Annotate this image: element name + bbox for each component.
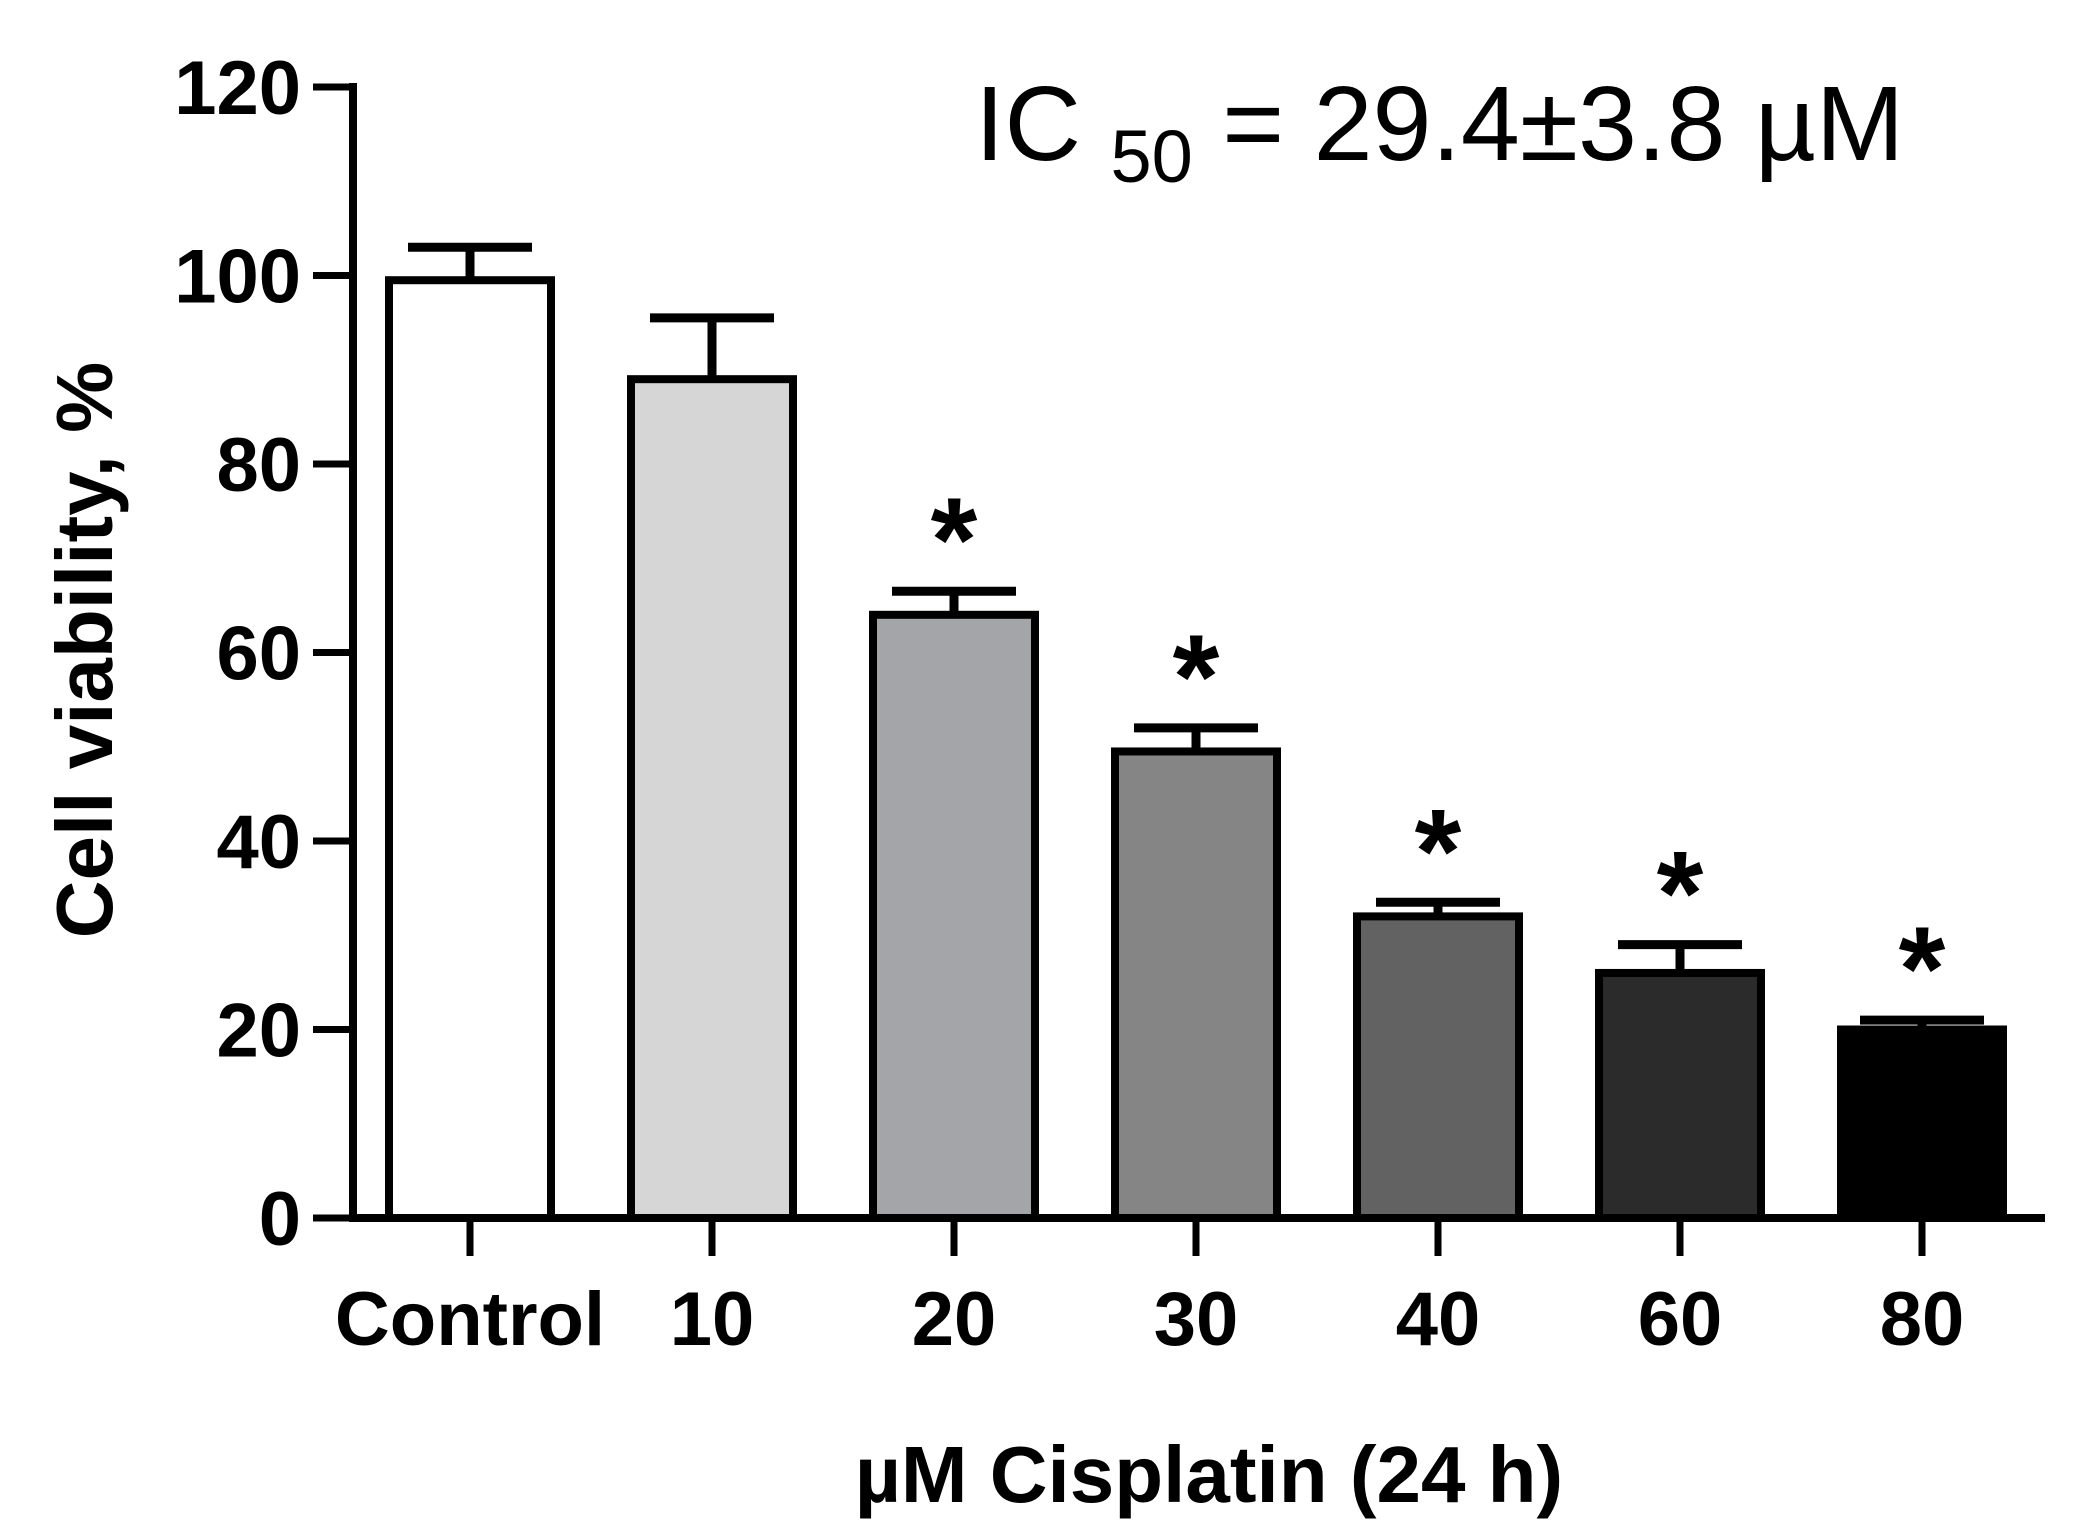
x-tick-label: 60 <box>1638 1277 1723 1362</box>
bar-80 <box>1837 1025 2007 1222</box>
ic50-subscript: 50 <box>1110 115 1192 198</box>
labels-layer: Control 10 20 * 30 * 40 * 60 * 80 * 0 20 40 60 80 100 120 <box>174 46 1964 1362</box>
y-tick-label: 0 <box>259 1177 301 1262</box>
x-axis-title: µM Cisplatin (24 h) <box>855 1430 1563 1519</box>
significance-marker: * <box>1657 827 1704 961</box>
bar-60 <box>1595 968 1765 1223</box>
y-tick-label: 40 <box>216 800 301 885</box>
y-tick-label: 100 <box>174 235 301 320</box>
bar-30 <box>1111 747 1281 1223</box>
y-tick-label: 120 <box>174 46 301 131</box>
bar-10 <box>627 375 797 1222</box>
x-tick-label: 40 <box>1396 1277 1481 1362</box>
significance-marker: * <box>931 473 978 607</box>
y-tick-label: 20 <box>216 989 301 1074</box>
y-tick-label: 60 <box>216 612 301 697</box>
significance-marker: * <box>1899 902 1946 1036</box>
bar-20 <box>869 610 1039 1222</box>
significance-marker: * <box>1415 784 1462 918</box>
ic50-annotation: IC 50 = 29.4±3.8 µM <box>975 65 1904 205</box>
y-axis-title: Cell viability, % <box>40 362 129 938</box>
bar-40 <box>1353 912 1523 1223</box>
x-tick-label: 30 <box>1154 1277 1239 1362</box>
x-tick-label: 10 <box>670 1277 755 1362</box>
y-tick-label: 80 <box>216 423 301 508</box>
x-tick-label: 20 <box>912 1277 997 1362</box>
ic50-suffix: = 29.4±3.8 µM <box>1222 65 1904 183</box>
bar-control <box>385 276 555 1222</box>
x-tick-label: Control <box>335 1277 605 1362</box>
significance-marker: * <box>1173 610 1220 744</box>
x-tick-label: 80 <box>1880 1277 1965 1362</box>
ic50-prefix: IC <box>975 65 1081 183</box>
axes-layer <box>313 83 2045 1256</box>
